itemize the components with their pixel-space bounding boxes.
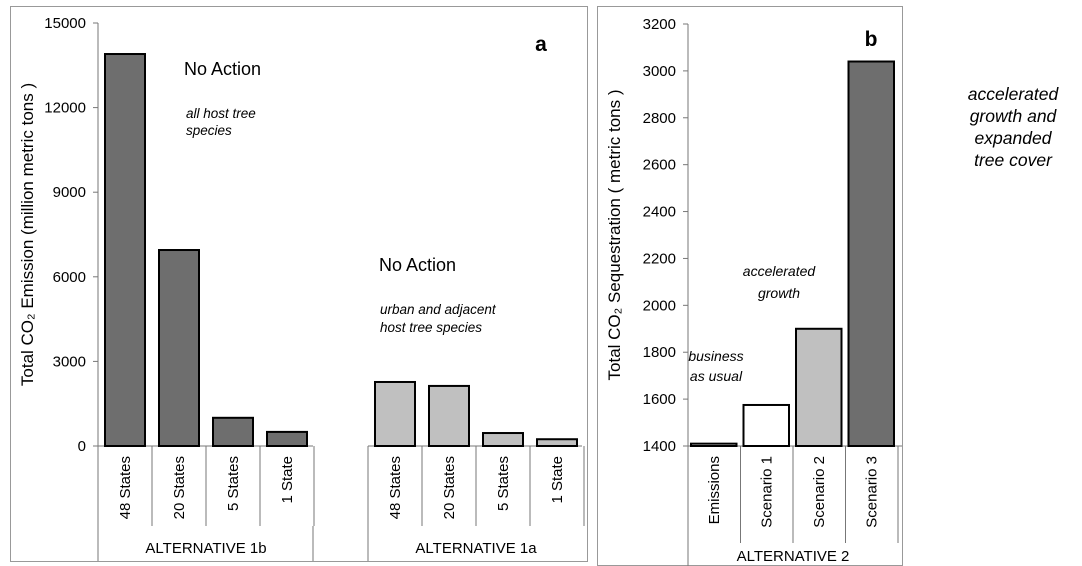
bar — [212, 416, 254, 447]
x-tick-label: 48 States — [117, 456, 134, 519]
y-tick-label-b: 1400 — [643, 438, 676, 455]
y-tick-label-a: 6000 — [53, 269, 86, 286]
side-note-line: growth and — [969, 106, 1057, 126]
annotation-business-as-usual: as usual — [690, 368, 743, 384]
x-tick-label: Scenario 1 — [759, 456, 776, 528]
x-tick-label: Scenario 2 — [811, 456, 828, 528]
y-tick-label-b: 1800 — [643, 344, 676, 361]
group-label: ALTERNATIVE 2 — [737, 548, 850, 565]
annotation-host-species: all host tree — [186, 106, 256, 121]
y-axis-title-a: Total CO₂ Emission (million metric tons … — [18, 83, 37, 386]
y-tick-label-a: 3000 — [53, 353, 86, 370]
y-tick-label-b: 2000 — [643, 297, 676, 314]
y-tick-label-b: 3000 — [643, 63, 676, 80]
y-tick-label-a: 0 — [78, 438, 86, 455]
y-tick-label-b: 3200 — [643, 16, 676, 33]
y-tick-label-a: 15000 — [44, 15, 86, 32]
side-note-line: tree cover — [974, 150, 1052, 170]
panel-label-a: a — [535, 33, 547, 56]
panel-a-frame — [10, 6, 588, 562]
y-tick-label-b: 2800 — [643, 110, 676, 127]
annotation-business-as-usual: business — [688, 348, 743, 364]
x-tick-label: 5 States — [495, 456, 512, 511]
x-tick-label: 5 States — [225, 456, 242, 511]
bar — [158, 249, 200, 447]
bar — [847, 60, 895, 448]
y-tick-label-a: 12000 — [44, 100, 86, 117]
bar — [266, 430, 308, 447]
x-tick-label: 1 State — [279, 456, 296, 504]
y-axis-title-b: Total CO₂ Sequestration ( metric tons ) — [605, 90, 624, 381]
x-tick-label: Scenario 3 — [864, 456, 881, 528]
bar — [374, 380, 416, 447]
annotation-host-species: host tree species — [380, 320, 482, 335]
bar — [104, 53, 146, 448]
bar — [428, 384, 470, 447]
side-note-line: expanded — [974, 128, 1052, 148]
annotation-host-species: species — [186, 123, 232, 138]
annotation-accelerated-growth: accelerated — [743, 263, 817, 279]
accelerated-growth-expanded-note: accelerated growth and expanded tree cov… — [948, 83, 1078, 171]
annotation-no-action: No Action — [184, 59, 261, 79]
x-tick-label: Emissions — [706, 456, 723, 524]
panel-label-b: b — [865, 28, 878, 51]
bar — [795, 327, 843, 447]
x-tick-label: 20 States — [171, 456, 188, 519]
bar — [536, 438, 578, 447]
bar — [742, 403, 790, 448]
bar — [690, 442, 738, 447]
annotation-accelerated-growth: growth — [758, 285, 800, 301]
x-tick-label: 1 State — [549, 456, 566, 504]
annotation-no-action: No Action — [379, 255, 456, 275]
y-tick-label-a: 9000 — [53, 184, 86, 201]
side-note-line: accelerated — [967, 84, 1059, 104]
y-tick-label-b: 2200 — [643, 250, 676, 267]
x-tick-label: 20 States — [441, 456, 458, 519]
group-label: ALTERNATIVE 1a — [415, 540, 537, 557]
annotation-host-species: urban and adjacent — [380, 302, 497, 317]
y-tick-label-b: 2400 — [643, 204, 676, 221]
x-tick-label: 48 States — [387, 456, 404, 519]
y-tick-label-b: 1600 — [643, 391, 676, 408]
bar — [482, 432, 524, 448]
y-tick-label-b: 2600 — [643, 157, 676, 174]
group-label: ALTERNATIVE 1b — [145, 540, 266, 557]
